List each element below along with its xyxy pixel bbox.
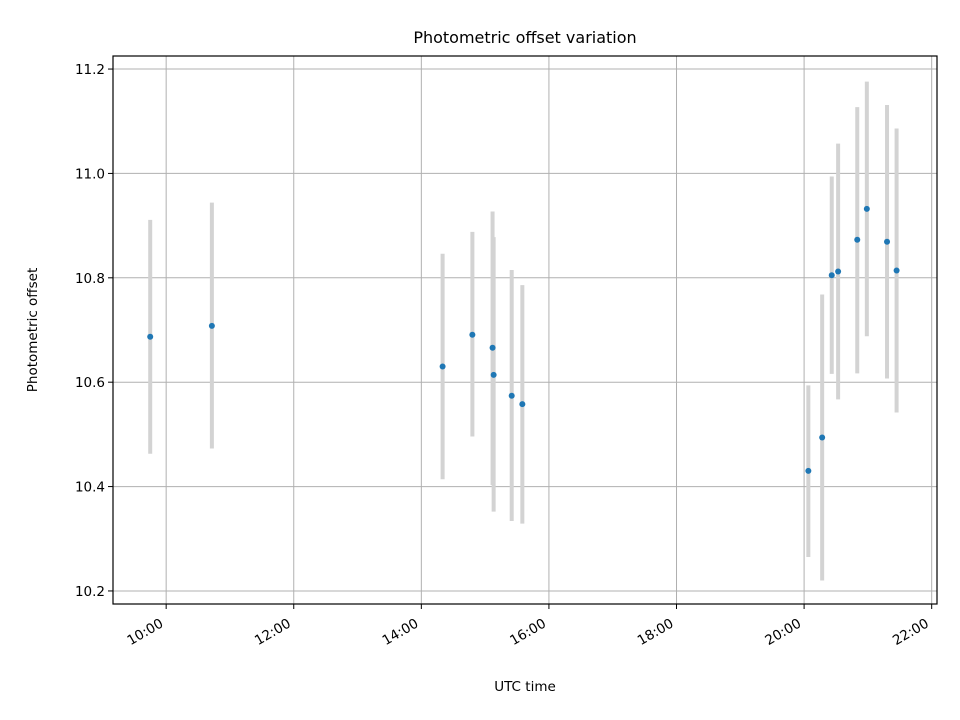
- data-point: [893, 267, 900, 274]
- plot-frame: [112, 55, 938, 605]
- chart-title: Photometric offset variation: [413, 28, 636, 47]
- data-point: [863, 205, 870, 212]
- data-point: [519, 401, 526, 408]
- data-point: [884, 238, 891, 245]
- data-point: [508, 392, 515, 399]
- y-tick-label: 10.8: [75, 271, 105, 287]
- data-point: [828, 272, 835, 279]
- y-tick-label: 10.2: [75, 584, 105, 600]
- data-point: [489, 344, 496, 351]
- y-axis-label: Photometric offset: [25, 268, 41, 392]
- data-point: [469, 331, 476, 338]
- y-tick-label: 11.2: [75, 62, 105, 78]
- y-tick-label: 11.0: [75, 166, 105, 182]
- data-point: [819, 434, 826, 441]
- y-tick-label: 10.6: [75, 375, 105, 391]
- data-points: [147, 205, 900, 474]
- data-point: [854, 236, 861, 243]
- data-point: [835, 268, 842, 275]
- y-tick-label: 10.4: [75, 480, 105, 496]
- data-point: [805, 467, 812, 474]
- data-point: [439, 363, 446, 370]
- y-axis-ticks: 10.2 10.4 10.6 10.8 11.0 11.2: [75, 62, 113, 600]
- data-point: [208, 322, 215, 329]
- x-axis-label: UTC time: [494, 679, 556, 695]
- grid: [113, 56, 937, 604]
- data-point: [147, 333, 154, 340]
- data-point: [490, 371, 497, 378]
